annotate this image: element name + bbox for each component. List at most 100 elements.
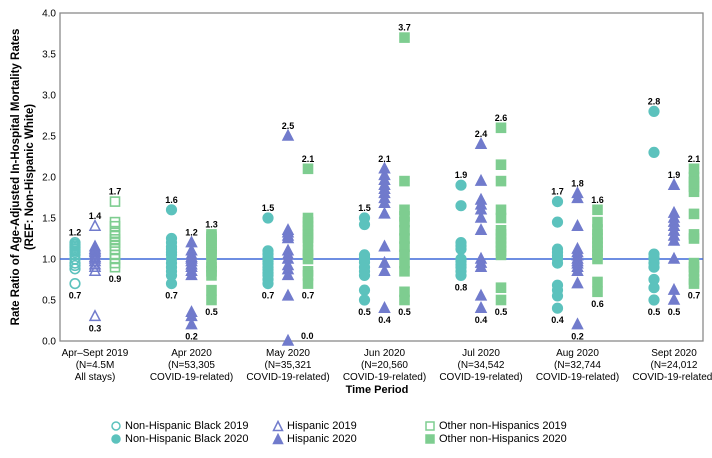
extreme-value-label-min: 0.5 (668, 307, 681, 317)
extreme-value-label-max: 1.9 (668, 170, 681, 180)
extreme-value-label-max: 2.5 (282, 121, 295, 131)
data-point-square (495, 282, 507, 294)
extreme-value-label-min: 0.5 (495, 307, 508, 317)
data-point-circle (551, 257, 564, 269)
data-point-square (592, 253, 603, 265)
data-point-square (109, 243, 121, 255)
data-point-triangle (185, 317, 198, 330)
data-point-triangle (281, 128, 295, 141)
data-point-circle (165, 204, 178, 216)
extreme-value-label-max: 1.7 (551, 187, 564, 197)
data-point-triangle (474, 210, 488, 223)
data-point-square (592, 204, 603, 216)
data-point-square (302, 163, 314, 175)
extreme-value-label-max: 1.5 (262, 203, 275, 213)
data-point-circle (455, 269, 467, 282)
data-point-triangle (667, 282, 681, 295)
data-point-square (495, 294, 507, 306)
data-point-square (688, 278, 700, 289)
data-point-square (206, 270, 217, 281)
data-point-square (495, 249, 507, 261)
data-point-square (495, 212, 507, 224)
extreme-value-label-min: 0.7 (165, 291, 178, 301)
data-point-triangle (571, 264, 584, 277)
extreme-value-label-max: 1.4 (89, 211, 102, 221)
legend-item: Non-Hispanic Black 2019 (110, 419, 272, 432)
legend-item-label: Other non-Hispanics 2020 (439, 432, 567, 445)
data-point-circle (69, 263, 81, 275)
data-point-square (688, 186, 700, 198)
data-point-square (399, 175, 410, 187)
data-point-triangle (474, 173, 488, 186)
legend-square-open-icon (425, 420, 435, 431)
y-tick-label: 2.5 (42, 132, 56, 143)
data-point-triangle (667, 251, 681, 264)
y-tick-label: 2.0 (42, 173, 56, 184)
legend-item: Non-Hispanic Black 2020 (110, 432, 272, 445)
data-point-circle (455, 243, 467, 255)
data-point-square (109, 261, 121, 273)
extreme-value-label-min: 0.7 (302, 291, 315, 301)
extreme-value-label-min: 0.9 (109, 274, 122, 284)
data-point-triangle (185, 268, 198, 281)
y-tick-label: 0.0 (42, 337, 56, 348)
data-point-triangle (88, 257, 102, 270)
extreme-value-label-min: 0.5 (205, 307, 218, 317)
extreme-value-label-min: 0.5 (358, 307, 371, 317)
legend-item: Hispanic 2020 (272, 432, 424, 445)
data-point-circle (648, 294, 660, 306)
extreme-value-label-min: 0.2 (571, 332, 584, 342)
extreme-value-label-min: 0.0 (301, 331, 314, 341)
x-category-label: Jun 2020 (N=20,560 COVID-19-related) (343, 348, 426, 383)
data-point-triangle (378, 239, 391, 252)
data-point-circle (648, 105, 660, 117)
legend-item-label: Hispanic 2019 (287, 419, 357, 432)
data-point-circle (648, 261, 660, 273)
data-point-square (302, 235, 314, 247)
extreme-value-label-max: 2.4 (475, 129, 488, 139)
data-point-triangle (667, 177, 681, 190)
y-tick-label: 4.0 (42, 9, 56, 20)
x-category-label: Aug 2020 (N=32,744 COVID-19-related) (536, 348, 619, 383)
data-point-triangle (474, 288, 488, 301)
data-point-circle (262, 278, 274, 290)
x-category-label: Sept 2020 (N=24,012 COVID-19-related) (632, 348, 712, 383)
extreme-value-label-max: 1.6 (591, 195, 604, 205)
data-point-triangle (571, 276, 584, 289)
data-point-square (302, 253, 314, 265)
y-tick-label: 1.0 (42, 255, 56, 266)
extreme-value-label-min: 0.8 (455, 282, 468, 292)
data-point-square (495, 159, 507, 170)
extreme-value-label-min: 0.5 (648, 307, 661, 317)
extreme-value-label-max: 2.6 (495, 113, 508, 123)
data-point-triangle (88, 264, 102, 277)
data-point-triangle (378, 206, 391, 219)
data-point-square (109, 237, 121, 248)
data-point-circle (648, 146, 660, 158)
data-point-circle (165, 278, 178, 290)
data-point-triangle (571, 191, 584, 204)
extreme-value-label-max: 2.1 (302, 154, 315, 164)
extreme-value-label-min: 0.7 (69, 291, 82, 301)
legend-item-label: Non-Hispanic Black 2020 (125, 432, 249, 445)
data-point-circle (551, 302, 564, 314)
data-point-square (399, 32, 410, 43)
legend-circle-filled-icon (111, 433, 121, 444)
data-point-circle (358, 218, 371, 231)
data-point-square (109, 220, 121, 232)
legend-item-label: Other non-Hispanics 2019 (439, 419, 567, 432)
data-point-circle (358, 284, 371, 296)
data-point-triangle (281, 288, 295, 301)
extreme-value-label-max: 1.7 (109, 187, 122, 197)
data-point-circle (551, 290, 564, 302)
extreme-value-label-max: 1.8 (571, 178, 584, 188)
data-point-triangle (667, 292, 681, 305)
data-point-triangle (88, 218, 102, 231)
data-point-circle (358, 294, 371, 306)
x-category-label: Apr–Sept 2019 (N=4.5M All stays) (62, 348, 129, 383)
extreme-value-label-max: 1.2 (185, 228, 198, 238)
y-axis-title: Rate Ratio of Age-Adjusted In-Hospital M… (9, 0, 39, 367)
data-point-square (495, 175, 507, 187)
y-tick-label: 3.5 (42, 50, 56, 61)
legend-item: Other non-Hispanics 2020 (424, 432, 567, 445)
